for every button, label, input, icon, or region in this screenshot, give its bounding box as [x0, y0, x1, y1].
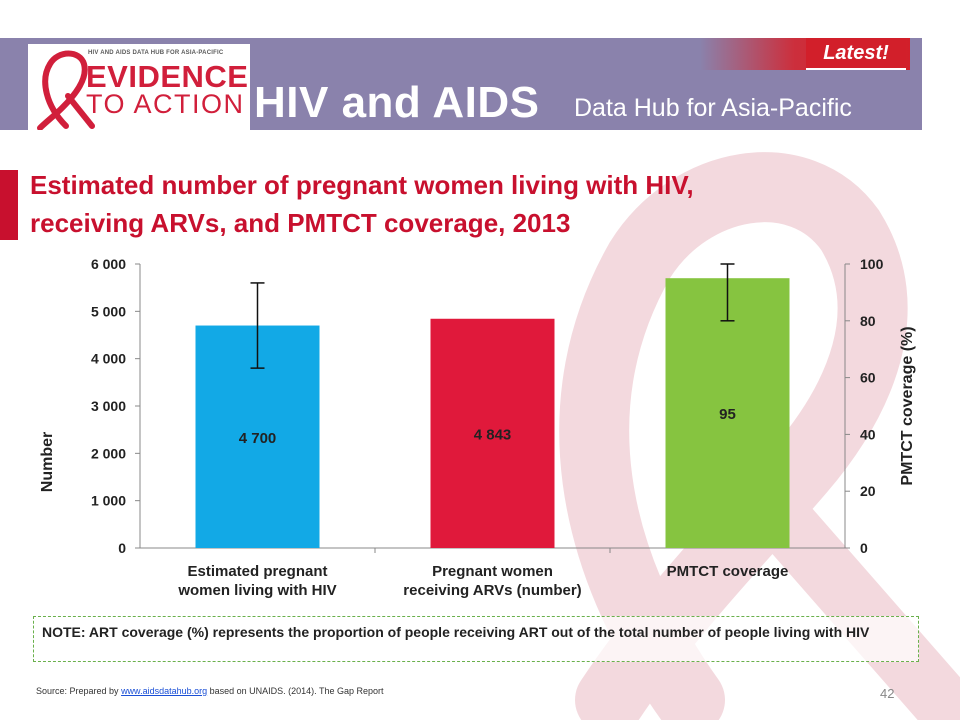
slide-title-line1: Estimated number of pregnant women livin… [30, 170, 694, 200]
bar-data-label: 4 700 [239, 430, 277, 447]
page-number: 42 [880, 686, 895, 701]
y-right-tick-label: 60 [860, 370, 876, 386]
logo [28, 44, 250, 130]
y-right-tick-label: 0 [860, 540, 868, 556]
hub-title: HIV and AIDS [254, 78, 540, 127]
latest-badge: Latest! [806, 38, 906, 70]
x-category-label: women living with HIV [177, 582, 336, 599]
y-left-tick-label: 4 000 [91, 351, 126, 367]
y-right-tick-label: 40 [860, 426, 876, 442]
x-category-label: Pregnant women [432, 563, 553, 580]
logo-caption: HIV AND AIDS DATA HUB FOR ASIA-PACIFIC [88, 50, 224, 56]
x-category-label: PMTCT coverage [667, 563, 789, 580]
slide-title: Estimated number of pregnant women livin… [30, 166, 930, 242]
bar-data-label: 4 843 [474, 426, 512, 443]
y-right-tick-label: 20 [860, 483, 876, 499]
bar [430, 318, 555, 548]
note-text: NOTE: ART coverage (%) represents the pr… [42, 624, 870, 640]
note-box: NOTE: ART coverage (%) represents the pr… [33, 616, 919, 662]
title-accent-bar [0, 170, 18, 240]
logo-to-action-text: TO ACTION [86, 89, 245, 119]
bar [665, 278, 790, 548]
y-left-tick-label: 2 000 [91, 445, 126, 461]
source-text: Source: Prepared by www.aidsdatahub.org … [36, 686, 384, 696]
x-category-label: Estimated pregnant [187, 563, 327, 580]
y-axis-left-title: Number [39, 432, 56, 492]
x-category-label: receiving ARVs (number) [403, 582, 581, 599]
slide-title-line2: receiving ARVs, and PMTCT coverage, 2013 [30, 208, 571, 238]
y-left-tick-label: 5 000 [91, 303, 126, 319]
y-left-tick-label: 3 000 [91, 398, 126, 414]
y-axis-right-title: PMTCT coverage (%) [899, 326, 916, 485]
y-left-tick-label: 1 000 [91, 493, 126, 509]
source-prefix: Source: Prepared by [36, 686, 122, 696]
bar-data-label: 95 [719, 406, 736, 423]
source-link[interactable]: www.aidsdatahub.org [121, 686, 208, 696]
red-ribbon-icon [37, 50, 95, 130]
y-left-tick-label: 6 000 [91, 256, 126, 272]
y-right-tick-label: 100 [860, 256, 884, 272]
hub-subtitle: Data Hub for Asia-Pacific [574, 94, 852, 122]
y-right-tick-label: 80 [860, 313, 876, 329]
y-left-tick-label: 0 [118, 540, 126, 556]
source-suffix: based on UNAIDS. (2014). The Gap Report [207, 686, 384, 696]
logo-evidence-text: EVIDENCE [86, 59, 249, 94]
